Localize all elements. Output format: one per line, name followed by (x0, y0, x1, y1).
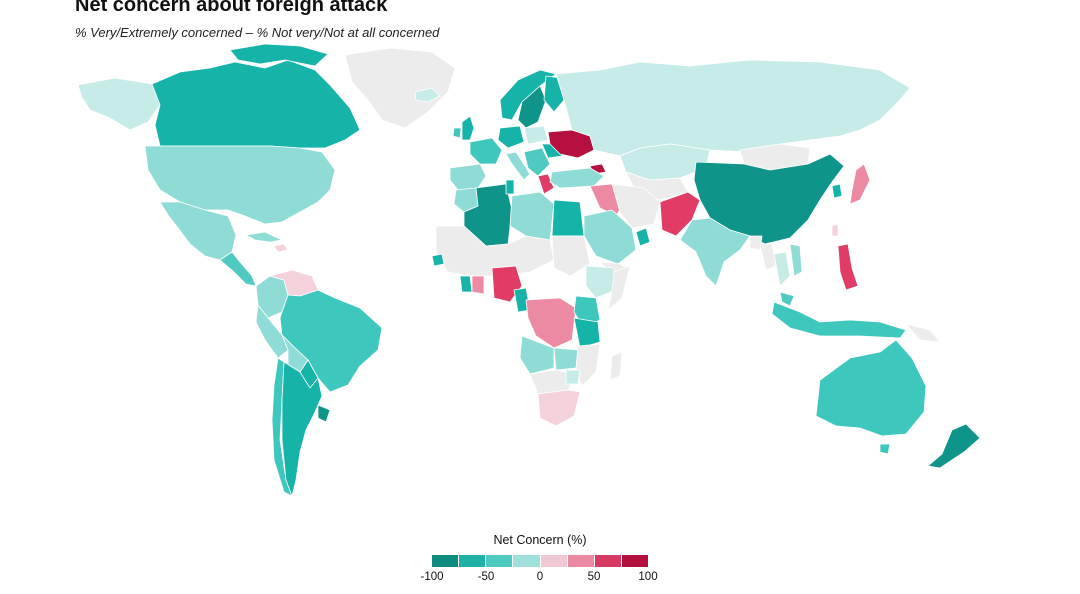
legend-swatch-3 (513, 555, 541, 567)
country-tunisia[interactable] (505, 179, 515, 195)
country-papua-new-guinea[interactable] (905, 323, 941, 343)
country-paraguay[interactable] (299, 359, 319, 389)
country-turkey[interactable] (549, 167, 605, 189)
legend-tick-100: 100 (638, 571, 658, 583)
country-malaysia[interactable] (779, 291, 795, 307)
country-alaska[interactable] (77, 77, 161, 131)
country-sudan[interactable] (551, 235, 591, 277)
country-australia[interactable] (815, 339, 927, 437)
country-bangladesh[interactable] (749, 235, 763, 251)
legend-title: Net Concern (%) (493, 533, 587, 547)
country-saudi-arabia[interactable] (583, 209, 637, 265)
country-canada-islands[interactable] (229, 43, 329, 67)
country-argentina[interactable] (281, 361, 323, 497)
country-dominican-republic[interactable] (273, 243, 289, 253)
country-iran[interactable] (611, 183, 661, 229)
country-peru[interactable] (255, 304, 289, 359)
country-congo-drc[interactable] (525, 297, 577, 349)
country-greece[interactable] (537, 173, 555, 195)
country-ghana[interactable] (459, 275, 473, 293)
country-new-zealand[interactable] (927, 423, 981, 469)
country-mozambique[interactable] (575, 343, 601, 387)
country-philippines[interactable] (837, 243, 859, 291)
map-subtitle: % Very/Extremely concerned – % Not very/… (75, 25, 440, 40)
country-india[interactable] (679, 217, 751, 287)
country-south-korea[interactable] (831, 183, 843, 199)
country-indonesia[interactable] (771, 301, 907, 339)
country-ireland[interactable] (452, 127, 462, 139)
country-thailand[interactable] (773, 251, 791, 287)
country-zambia[interactable] (553, 347, 579, 371)
country-uruguay[interactable] (317, 404, 331, 423)
country-germany[interactable] (497, 125, 525, 149)
legend-swatch-7 (621, 555, 648, 567)
country-senegal[interactable] (431, 253, 445, 267)
legend-tick-minus-50: -50 (477, 571, 495, 583)
country-greenland[interactable] (344, 47, 456, 129)
country-uk[interactable] (461, 115, 475, 141)
country-myanmar[interactable] (759, 243, 777, 271)
legend-color-scale (432, 555, 648, 567)
country-usa[interactable] (144, 145, 336, 225)
country-south-africa[interactable] (537, 389, 581, 427)
country-egypt[interactable] (551, 199, 585, 237)
country-zimbabwe[interactable] (565, 369, 581, 385)
country-caribbean[interactable] (245, 231, 283, 243)
country-tanzania[interactable] (573, 317, 601, 349)
country-spain[interactable] (449, 163, 487, 191)
legend: Net Concern (%) -100 -50 0 50 100 (405, 530, 675, 590)
country-cote-divoire[interactable] (471, 275, 485, 295)
country-russia[interactable] (555, 59, 911, 157)
country-poland[interactable] (523, 125, 549, 145)
legend-swatch-5 (567, 555, 595, 567)
country-china[interactable] (693, 153, 845, 245)
legend-swatch-4 (540, 555, 568, 567)
country-uae[interactable] (635, 227, 651, 247)
map-title: Net concern about foreign attack (75, 0, 388, 16)
country-iceland[interactable] (414, 87, 441, 103)
country-mexico[interactable] (159, 201, 237, 261)
world-choropleth-map (77, 43, 981, 497)
country-libya[interactable] (509, 191, 555, 241)
country-balkans[interactable] (523, 147, 551, 177)
legend-tick-50: 50 (587, 571, 601, 583)
legend-swatch-0 (432, 555, 460, 567)
country-france[interactable] (469, 137, 503, 165)
country-madagascar[interactable] (609, 351, 623, 381)
legend-swatch-1 (459, 555, 487, 567)
country-central-america[interactable] (219, 251, 257, 287)
country-somalia[interactable] (607, 265, 631, 311)
legend-swatch-2 (486, 555, 514, 567)
legend-swatch-6 (594, 555, 622, 567)
country-tasmania[interactable] (879, 443, 891, 455)
legend-tick-0: 0 (536, 571, 544, 583)
country-japan[interactable] (849, 163, 871, 205)
country-ethiopia[interactable] (585, 265, 617, 299)
country-taiwan[interactable] (831, 223, 839, 237)
country-sweden[interactable] (517, 85, 547, 129)
country-vietnam[interactable] (789, 243, 803, 277)
country-canada[interactable] (151, 59, 361, 149)
country-italy[interactable] (505, 151, 531, 181)
country-angola[interactable] (519, 335, 555, 375)
legend-tick-minus-100: -100 (420, 571, 444, 583)
